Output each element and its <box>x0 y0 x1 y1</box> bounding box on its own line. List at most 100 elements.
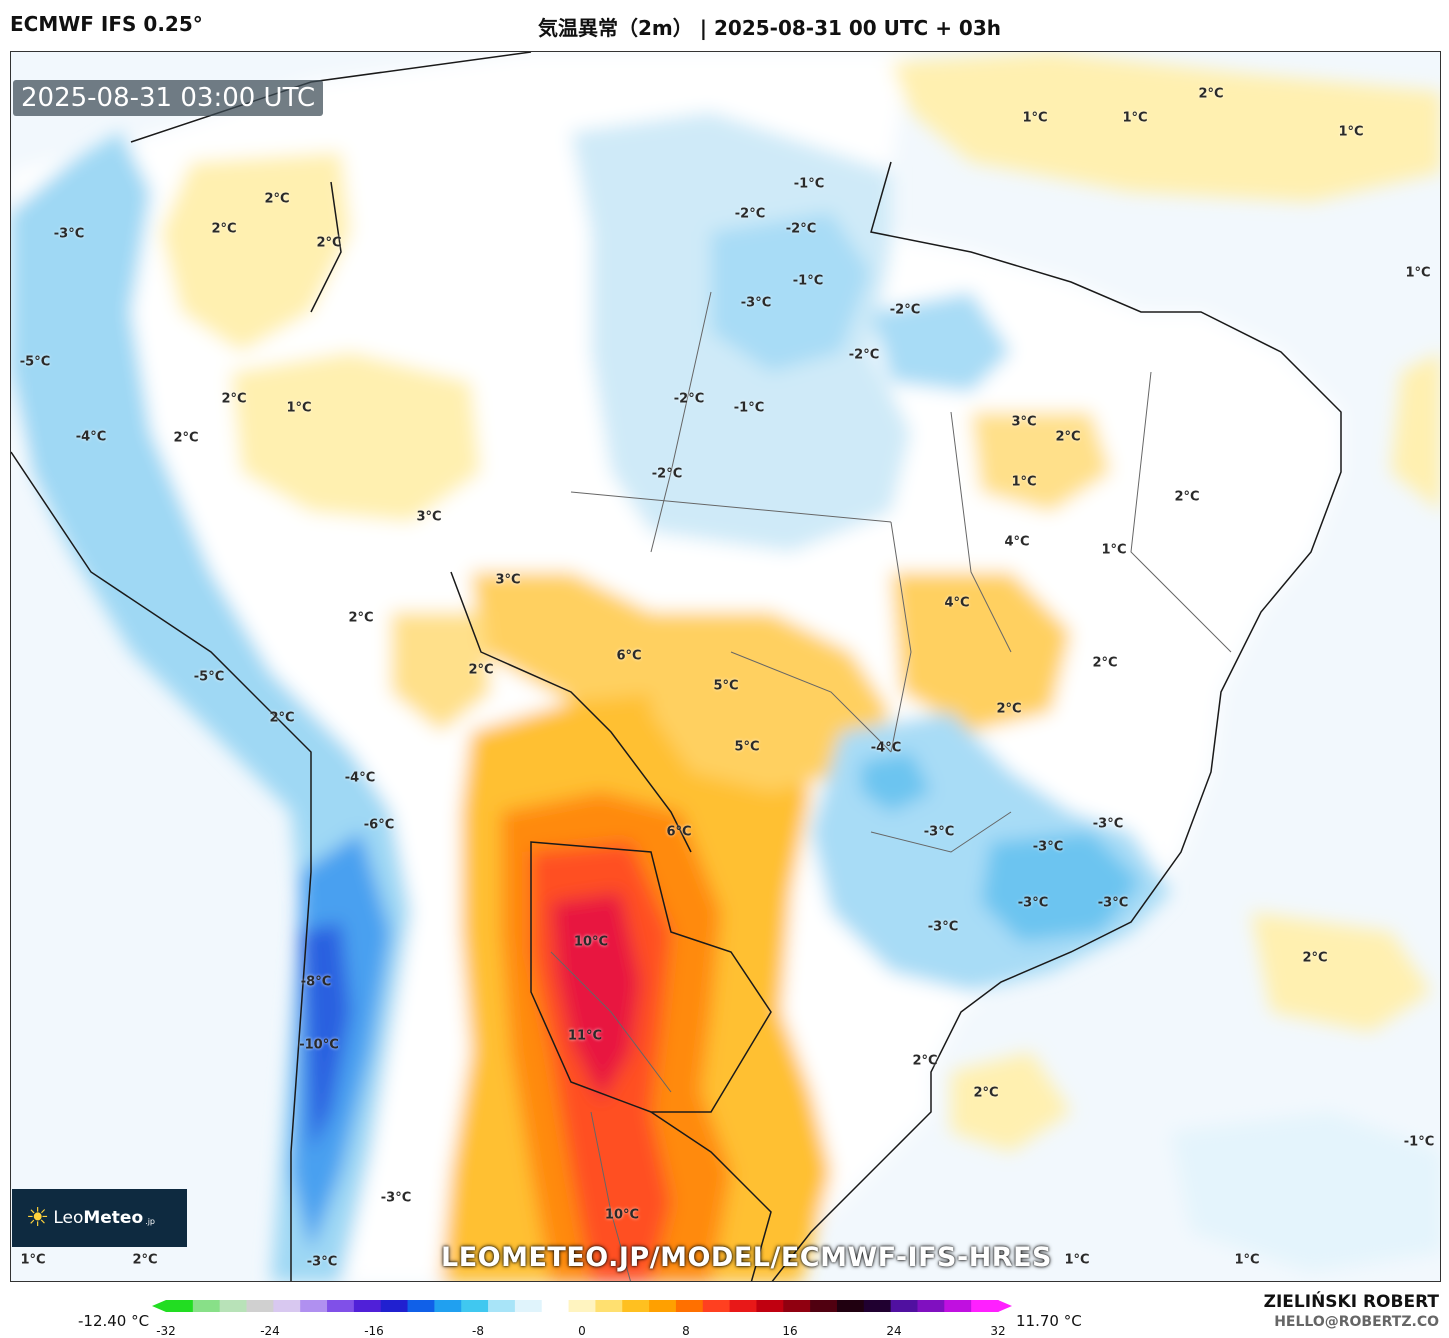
anomaly-label: -10°C <box>299 1037 339 1053</box>
anomaly-label: 2°C <box>1302 950 1328 966</box>
anomaly-label: -1°C <box>1403 1134 1435 1150</box>
colorbar-segment <box>541 1300 570 1312</box>
colorbar-tick-label: 24 <box>886 1324 902 1338</box>
logo-light: Leo <box>53 1208 84 1228</box>
colorbar-tick-label: -16 <box>364 1324 384 1338</box>
colorbar-segment <box>863 1300 892 1312</box>
anomaly-label: -1°C <box>793 176 825 192</box>
colorbar-high-arrow <box>998 1300 1012 1312</box>
anomaly-label: -2°C <box>673 391 705 407</box>
anomaly-label: 2°C <box>264 191 290 207</box>
anomaly-label: -1°C <box>792 273 824 289</box>
anomaly-label: -6°C <box>363 817 395 833</box>
anomaly-label: -3°C <box>1017 895 1049 911</box>
anomaly-label: 1°C <box>20 1252 46 1268</box>
anomaly-label: 1°C <box>1101 542 1127 558</box>
anomaly-label: 1°C <box>1338 124 1364 140</box>
anomaly-label: 1°C <box>1011 474 1037 490</box>
anomaly-label: 4°C <box>944 595 970 611</box>
colorbar-low-arrow <box>152 1300 166 1312</box>
temperature-field <box>11 52 1440 1281</box>
colorbar-segment <box>675 1300 704 1312</box>
anomaly-label: 2°C <box>1198 86 1224 102</box>
colorbar-segment <box>971 1300 999 1312</box>
anomaly-label: -4°C <box>75 429 107 445</box>
colorbar-segment <box>488 1300 516 1312</box>
colorbar-segment <box>273 1300 301 1312</box>
anomaly-label: 2°C <box>316 235 342 251</box>
anomaly-label: 2°C <box>269 710 295 726</box>
anomaly-label: 2°C <box>132 1252 158 1268</box>
anomaly-label: 6°C <box>666 824 692 840</box>
anomaly-label: 3°C <box>495 572 521 588</box>
anomaly-label: -3°C <box>923 824 955 840</box>
author-email[interactable]: HELLO@ROBERTZ.CO <box>1274 1314 1439 1330</box>
anomaly-label: -2°C <box>651 466 683 482</box>
colorbar-segment <box>649 1300 677 1312</box>
colorbar-tick-label: 16 <box>782 1324 798 1338</box>
colorbar-segment <box>192 1300 221 1312</box>
colorbar-tick-label: 0 <box>578 1324 586 1338</box>
anomaly-label: -2°C <box>889 302 921 318</box>
anomaly-label: -3°C <box>380 1190 412 1206</box>
anomaly-label: 3°C <box>416 509 442 525</box>
colorbar-segment <box>783 1300 811 1312</box>
anomaly-label: 4°C <box>1004 534 1030 550</box>
colorbar-max-label: 11.70 °C <box>1016 1312 1082 1330</box>
anomaly-label: -5°C <box>19 354 51 370</box>
anomaly-label: -3°C <box>1032 839 1064 855</box>
anomaly-label: -5°C <box>193 669 225 685</box>
colorbar-tick-label: -32 <box>156 1324 176 1338</box>
colorbar-segment <box>407 1300 435 1312</box>
anomaly-label: 6°C <box>616 648 642 664</box>
logo-bold: Meteo <box>83 1208 144 1228</box>
model-name: ECMWF IFS 0.25° <box>10 12 203 36</box>
anomaly-label: 1°C <box>1234 1252 1260 1268</box>
colorbar-segment <box>890 1300 919 1312</box>
colorbar-segment <box>219 1300 248 1312</box>
anomaly-label: 10°C <box>573 934 609 950</box>
anomaly-label: 2°C <box>1055 429 1081 445</box>
colorbar-segment <box>434 1300 462 1312</box>
colorbar-segment <box>944 1300 972 1312</box>
colorbar-min-label: -12.40 °C <box>78 1312 150 1330</box>
anomaly-label: -2°C <box>734 206 766 222</box>
anomaly-label: 2°C <box>468 662 494 678</box>
anomaly-label: -8°C <box>300 974 332 990</box>
colorbar-segment <box>568 1300 597 1312</box>
colorbar-segment <box>353 1300 382 1312</box>
anomaly-label: 1°C <box>1405 265 1431 281</box>
colorbar-tick-label: -8 <box>472 1324 484 1338</box>
colorbar-tick-label: -24 <box>260 1324 280 1338</box>
colorbar-segment <box>836 1300 865 1312</box>
colorbar-segment <box>300 1300 328 1312</box>
anomaly-label: 2°C <box>221 391 247 407</box>
anomaly-label: 2°C <box>211 221 237 237</box>
colorbar-tick-label: 8 <box>682 1324 690 1338</box>
anomaly-label: 2°C <box>973 1085 999 1101</box>
colorbar-segment <box>166 1300 194 1312</box>
leometeo-logo[interactable]: ☀ Leo Meteo .jp <box>12 1189 187 1247</box>
model-url[interactable]: LEOMETEO.JP/MODEL/ECMWF-IFS-HRES <box>441 1242 1052 1273</box>
valid-time-badge: 2025-08-31 03:00 UTC <box>13 80 324 116</box>
author-credit: ZIELIŃSKI ROBERT <box>1263 1292 1439 1312</box>
anomaly-label: 2°C <box>1092 655 1118 671</box>
anomaly-label: 1°C <box>1022 110 1048 126</box>
sun-icon: ☀ <box>26 1203 50 1233</box>
chart-title: 気温異常（2m） | 2025-08-31 00 UTC + 03h <box>538 16 1001 40</box>
anomaly-label: -4°C <box>344 770 376 786</box>
colorbar-segment <box>246 1300 274 1312</box>
colorbar-segment <box>595 1300 623 1312</box>
colorbar-segment <box>461 1300 489 1312</box>
anomaly-label: 3°C <box>1011 414 1037 430</box>
anomaly-label: -3°C <box>927 919 959 935</box>
anomaly-label: 1°C <box>1064 1252 1090 1268</box>
anomaly-label: 2°C <box>912 1053 938 1069</box>
colorbar-segment <box>729 1300 758 1312</box>
anomaly-label: 1°C <box>1122 110 1148 126</box>
anomaly-label: -1°C <box>733 400 765 416</box>
anomaly-label: -3°C <box>53 226 85 242</box>
colorbar-segment <box>514 1300 543 1312</box>
colorbar-segment <box>702 1300 731 1312</box>
anomaly-label: 10°C <box>604 1207 640 1223</box>
